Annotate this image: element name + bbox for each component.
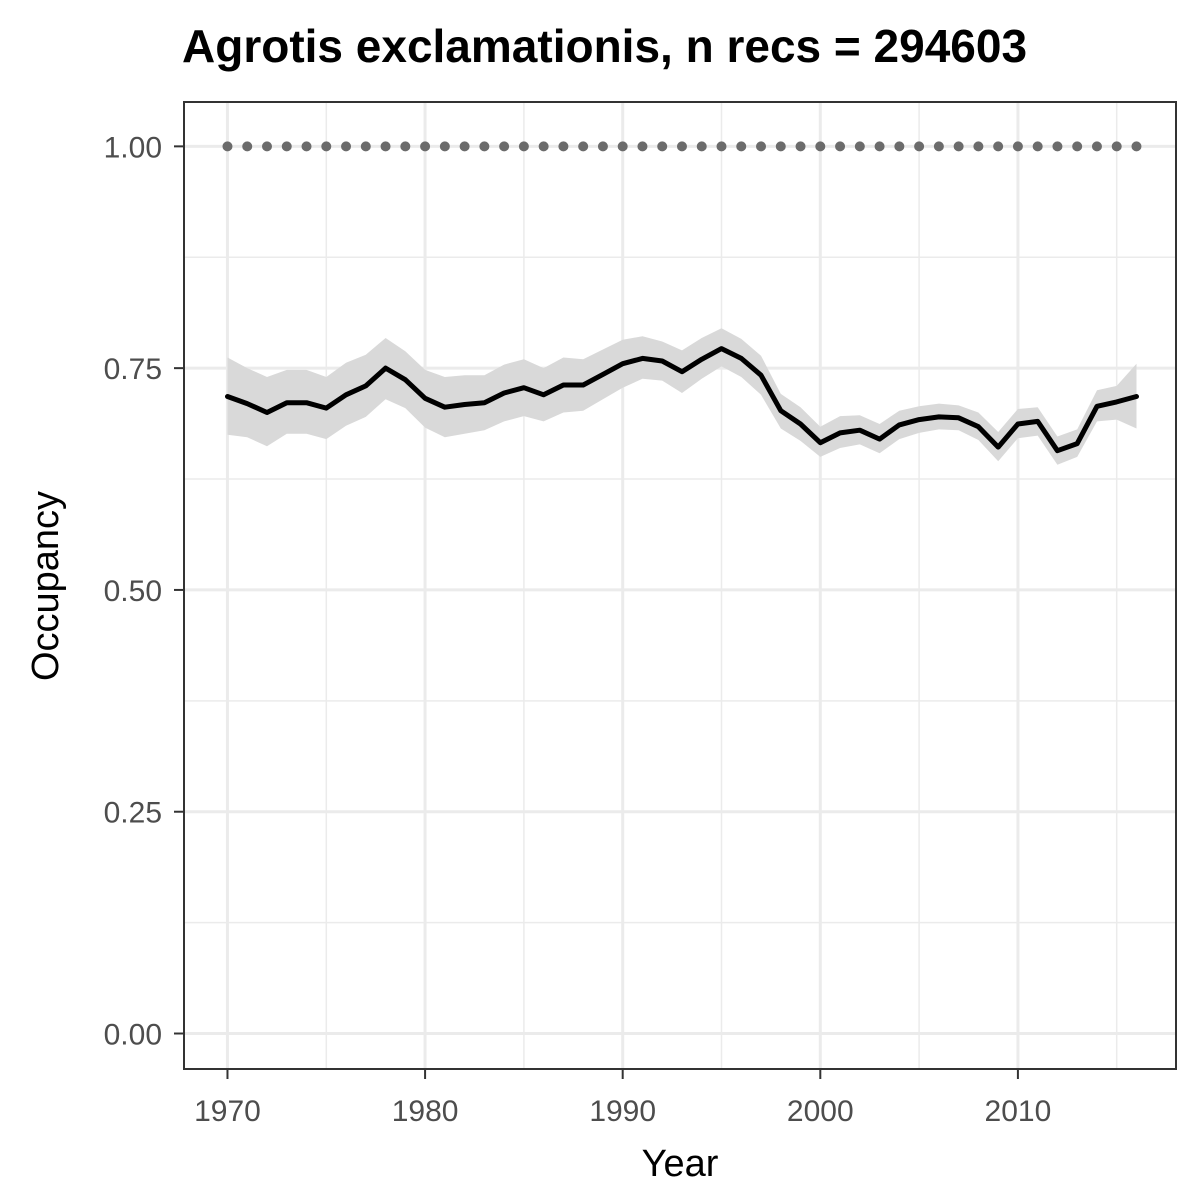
reference-point xyxy=(1012,141,1023,152)
reference-point xyxy=(479,141,490,152)
x-axis-title: Year xyxy=(642,1143,719,1185)
y-axis-title: Occupancy xyxy=(25,491,67,681)
reference-point xyxy=(439,141,450,152)
y-tick-label: 1.00 xyxy=(104,131,162,164)
reference-point xyxy=(795,141,806,152)
reference-point xyxy=(993,141,1004,152)
confidence-ribbon-layer xyxy=(227,328,1137,465)
reference-point xyxy=(617,141,628,152)
reference-point xyxy=(953,141,964,152)
reference-point xyxy=(657,141,668,152)
x-tick-label: 1990 xyxy=(589,1095,656,1128)
chart-title: Agrotis exclamationis, n recs = 294603 xyxy=(182,20,1027,72)
reference-point xyxy=(637,141,648,152)
reference-point xyxy=(499,141,510,152)
reference-point xyxy=(321,141,332,152)
reference-point xyxy=(676,141,687,152)
reference-point xyxy=(538,141,549,152)
reference-point xyxy=(558,141,569,152)
reference-point xyxy=(775,141,786,152)
reference-point xyxy=(301,141,312,152)
reference-point xyxy=(1111,141,1122,152)
reference-point xyxy=(933,141,944,152)
y-tick-label: 0.50 xyxy=(104,575,162,608)
x-tick-label: 1970 xyxy=(194,1095,261,1128)
panel-border xyxy=(183,101,1177,1070)
y-tick-label: 0.75 xyxy=(104,353,162,386)
reference-point xyxy=(736,141,747,152)
reference-point xyxy=(1052,141,1063,152)
y-tick-label: 0.25 xyxy=(104,797,162,830)
reference-point xyxy=(222,141,233,152)
reference-point xyxy=(894,141,905,152)
reference-point xyxy=(815,141,826,152)
occupancy-line-layer xyxy=(225,346,1139,454)
reference-point xyxy=(380,141,391,152)
reference-point xyxy=(360,141,371,152)
reference-point xyxy=(578,141,589,152)
reference-point xyxy=(459,141,470,152)
reference-point xyxy=(914,141,925,152)
reference-point xyxy=(696,141,707,152)
reference-point xyxy=(420,141,431,152)
reference-point xyxy=(400,141,411,152)
reference-point xyxy=(597,141,608,152)
reference-point xyxy=(756,141,767,152)
reference-point xyxy=(518,141,529,152)
axes: 1970 1980 1990 2000 2010 0.00 0.25 0.50 0.75 1.00 xyxy=(104,131,1052,1128)
reference-point xyxy=(281,141,292,152)
reference-point xyxy=(716,141,727,152)
y-tick-label: 0.00 xyxy=(104,1019,162,1052)
reference-point xyxy=(1072,141,1083,152)
reference-point xyxy=(973,141,984,152)
reference-points-layer xyxy=(222,141,1142,152)
x-tick-label: 2000 xyxy=(787,1095,854,1128)
reference-point xyxy=(1091,141,1102,152)
reference-point xyxy=(261,141,272,152)
reference-point xyxy=(854,141,865,152)
reference-point xyxy=(1032,141,1043,152)
reference-point xyxy=(874,141,885,152)
x-tick-label: 2010 xyxy=(985,1095,1052,1128)
reference-point xyxy=(242,141,253,152)
reference-point xyxy=(835,141,846,152)
reference-point xyxy=(341,141,352,152)
x-tick-label: 1980 xyxy=(392,1095,459,1128)
occupancy-mean-line xyxy=(225,346,1139,454)
reference-point xyxy=(1131,141,1142,152)
confidence-ribbon xyxy=(227,328,1137,465)
